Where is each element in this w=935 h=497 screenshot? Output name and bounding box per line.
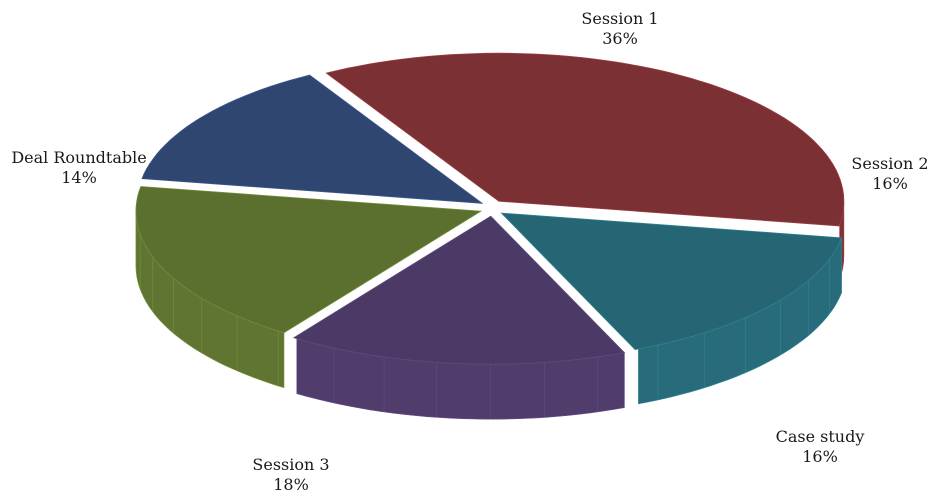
slice-value-session-2: 16% — [872, 174, 908, 193]
slice-labels: Session 136%Session 216%Case study16%Ses… — [11, 9, 928, 494]
slice-value-session-3: 18% — [273, 475, 309, 494]
slice-session-1 — [325, 52, 845, 227]
slice-sides — [135, 201, 845, 420]
slice-tops — [135, 52, 845, 365]
slice-value-deal-roundtable: 14% — [61, 168, 97, 187]
slice-session-2 — [500, 212, 843, 351]
slice-session-3 — [135, 186, 483, 334]
slice-value-session-1: 36% — [602, 29, 638, 48]
slice-value-case-study: 16% — [802, 447, 838, 466]
slice-deal-roundtable — [141, 74, 484, 204]
slice-label-deal-roundtable: Deal Roundtable — [11, 148, 146, 167]
slice-case-study — [292, 215, 626, 365]
slice-label-case-study: Case study — [776, 427, 865, 446]
slice-label-session-3: Session 3 — [252, 455, 329, 474]
slice-label-session-1: Session 1 — [581, 9, 658, 28]
slice-label-session-2: Session 2 — [851, 154, 928, 173]
